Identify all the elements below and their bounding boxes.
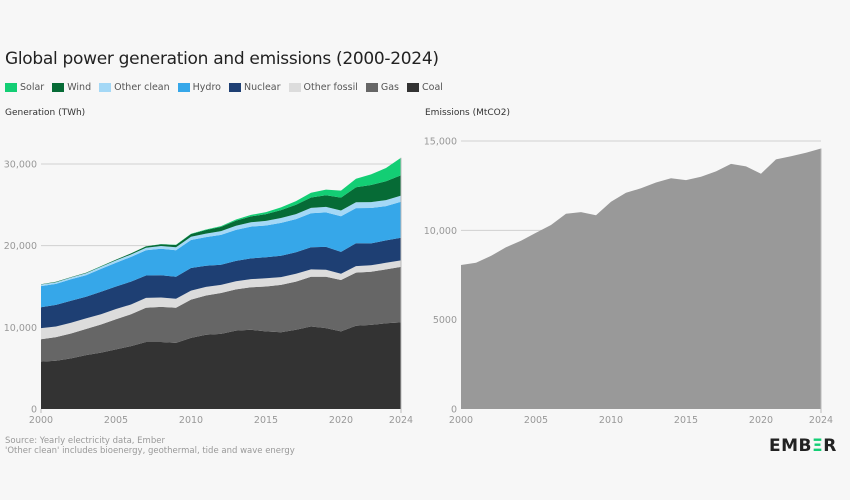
source-note: Source: Yearly electricity data, Ember bbox=[5, 436, 165, 446]
legend-swatch bbox=[407, 83, 419, 92]
generation-axis-label: Generation (TWh) bbox=[5, 108, 86, 118]
other-clean-note: 'Other clean' includes bioenergy, geothe… bbox=[5, 446, 295, 456]
legend: Solar Wind Other clean Hydro Nuclear Oth… bbox=[5, 82, 443, 93]
legend-label: Other clean bbox=[114, 82, 170, 93]
x-tick-label: 2020 bbox=[749, 415, 773, 426]
area-hydro bbox=[41, 201, 401, 308]
legend-item-wind: Wind bbox=[52, 82, 91, 93]
x-tick-label: 2015 bbox=[254, 415, 278, 426]
area-emissions bbox=[461, 148, 821, 409]
legend-label: Wind bbox=[67, 82, 92, 93]
legend-item-coal: Coal bbox=[407, 82, 443, 93]
x-tick-label: 2000 bbox=[29, 415, 53, 426]
legend-swatch bbox=[365, 83, 378, 92]
x-tick-label: 2010 bbox=[599, 415, 623, 426]
area-wind bbox=[41, 175, 401, 285]
legend-label: Other fossil bbox=[303, 82, 358, 93]
legend-swatch bbox=[177, 83, 190, 92]
legend-item-gas: Gas bbox=[365, 82, 399, 93]
y-tick-label: 0 bbox=[31, 405, 37, 416]
x-tick-label: 2015 bbox=[674, 415, 698, 426]
x-tick-label: 2024 bbox=[389, 415, 413, 426]
legend-label: Coal bbox=[422, 82, 443, 93]
legend-item-nuclear: Nuclear bbox=[228, 82, 281, 93]
y-tick-label: 5000 bbox=[433, 315, 457, 326]
x-tick-label: 2010 bbox=[179, 415, 203, 426]
footer: Source: Yearly electricity data, Ember '… bbox=[5, 436, 295, 456]
x-tick-label: 2024 bbox=[809, 415, 833, 426]
legend-swatch bbox=[52, 83, 65, 92]
y-tick-label: 10,000 bbox=[424, 226, 457, 237]
area-nuclear bbox=[41, 237, 401, 329]
area-coal bbox=[41, 322, 401, 409]
x-tick-label: 2005 bbox=[104, 415, 128, 426]
area-other-fossil bbox=[41, 260, 401, 340]
y-tick-label: 30,000 bbox=[4, 160, 37, 171]
legend-label: Solar bbox=[20, 82, 45, 93]
legend-swatch bbox=[288, 83, 301, 92]
y-tick-label: 10,000 bbox=[4, 323, 37, 334]
emissions-axis-label: Emissions (MtCO2) bbox=[425, 108, 511, 118]
legend-item-hydro: Hydro bbox=[177, 82, 221, 93]
legend-item-solar: Solar bbox=[5, 82, 44, 93]
chart-title: Global power generation and emissions (2… bbox=[5, 49, 439, 69]
x-tick-label: 2005 bbox=[524, 415, 548, 426]
legend-swatch bbox=[99, 83, 112, 92]
legend-item-other-clean: Other clean bbox=[99, 82, 170, 93]
legend-label: Gas bbox=[380, 82, 399, 93]
y-tick-label: 20,000 bbox=[4, 241, 37, 252]
y-tick-label: 15,000 bbox=[424, 137, 457, 148]
ember-logo: EMBΞR bbox=[769, 436, 837, 456]
area-gas bbox=[41, 266, 401, 362]
legend-swatch bbox=[5, 83, 17, 92]
x-tick-label: 2000 bbox=[449, 415, 473, 426]
y-tick-label: 0 bbox=[451, 405, 457, 416]
x-tick-label: 2020 bbox=[329, 415, 353, 426]
legend-label: Nuclear bbox=[243, 82, 281, 93]
legend-item-other-fossil: Other fossil bbox=[288, 82, 358, 93]
area-other-clean bbox=[41, 195, 401, 287]
legend-label: Hydro bbox=[192, 82, 221, 93]
legend-swatch bbox=[228, 83, 241, 92]
